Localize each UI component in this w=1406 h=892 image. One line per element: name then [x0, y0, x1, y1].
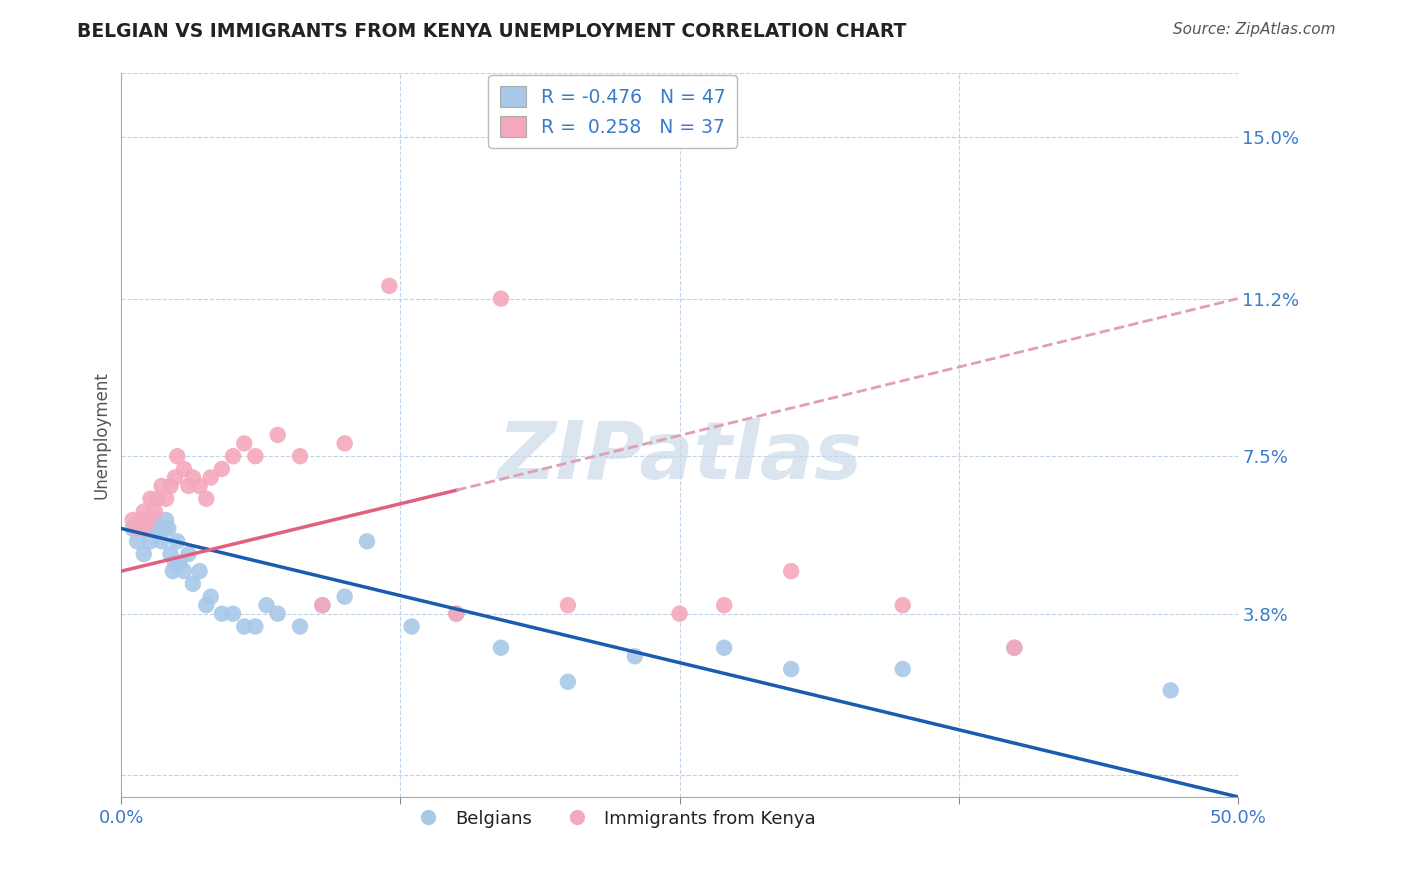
Point: [132, 547, 155, 561]
Point: [188, 479, 211, 493]
Point: [135, 522, 157, 536]
Point: [288, 449, 311, 463]
Point: [155, 513, 177, 527]
Point: [177, 479, 200, 493]
Point: [150, 534, 173, 549]
Point: [139, 491, 162, 506]
Point: [233, 436, 256, 450]
Point: [333, 590, 356, 604]
Point: [146, 522, 169, 536]
Point: [557, 598, 579, 612]
Point: [132, 522, 155, 536]
Point: [181, 577, 204, 591]
Point: [163, 470, 186, 484]
Point: [356, 534, 378, 549]
Point: [1160, 683, 1182, 698]
Point: [891, 598, 914, 612]
Point: [131, 522, 153, 536]
Point: [132, 504, 155, 518]
Point: [153, 522, 176, 536]
Point: [159, 547, 181, 561]
Point: [891, 662, 914, 676]
Point: [148, 522, 170, 536]
Point: [162, 564, 184, 578]
Point: [177, 547, 200, 561]
Point: [166, 449, 188, 463]
Point: [150, 479, 173, 493]
Point: [125, 522, 148, 536]
Point: [446, 607, 468, 621]
Point: [132, 513, 155, 527]
Point: [245, 449, 267, 463]
Point: [142, 522, 165, 536]
Point: [222, 607, 245, 621]
Point: [121, 513, 143, 527]
Point: [173, 564, 195, 578]
Point: [139, 534, 162, 549]
Point: [163, 556, 186, 570]
Point: [780, 564, 803, 578]
Point: [169, 556, 191, 570]
Point: [267, 607, 290, 621]
Point: [256, 598, 278, 612]
Point: [211, 607, 233, 621]
Point: [489, 640, 512, 655]
Point: [222, 449, 245, 463]
Y-axis label: Unemployment: Unemployment: [93, 371, 110, 499]
Point: [188, 564, 211, 578]
Point: [668, 607, 690, 621]
Point: [200, 470, 222, 484]
Point: [557, 674, 579, 689]
Point: [146, 491, 169, 506]
Text: Source: ZipAtlas.com: Source: ZipAtlas.com: [1173, 22, 1336, 37]
Point: [136, 513, 159, 527]
Point: [780, 662, 803, 676]
Point: [288, 619, 311, 633]
Point: [143, 513, 166, 527]
Point: [125, 534, 148, 549]
Point: [143, 504, 166, 518]
Point: [157, 522, 180, 536]
Point: [195, 491, 218, 506]
Point: [401, 619, 423, 633]
Legend: Belgians, Immigrants from Kenya: Belgians, Immigrants from Kenya: [402, 803, 823, 835]
Point: [1002, 640, 1025, 655]
Point: [1002, 640, 1025, 655]
Point: [121, 522, 143, 536]
Point: [131, 513, 153, 527]
Point: [713, 640, 735, 655]
Point: [200, 590, 222, 604]
Point: [378, 278, 401, 293]
Point: [624, 649, 647, 664]
Point: [233, 619, 256, 633]
Point: [311, 598, 333, 612]
Point: [173, 462, 195, 476]
Point: [311, 598, 333, 612]
Point: [446, 607, 468, 621]
Point: [136, 513, 159, 527]
Point: [159, 479, 181, 493]
Point: [195, 598, 218, 612]
Point: [713, 598, 735, 612]
Point: [155, 491, 177, 506]
Point: [267, 428, 290, 442]
Point: [211, 462, 233, 476]
Text: BELGIAN VS IMMIGRANTS FROM KENYA UNEMPLOYMENT CORRELATION CHART: BELGIAN VS IMMIGRANTS FROM KENYA UNEMPLO…: [77, 22, 907, 41]
Text: ZIPatlas: ZIPatlas: [498, 417, 862, 496]
Point: [166, 534, 188, 549]
Point: [181, 470, 204, 484]
Point: [489, 292, 512, 306]
Point: [245, 619, 267, 633]
Point: [333, 436, 356, 450]
